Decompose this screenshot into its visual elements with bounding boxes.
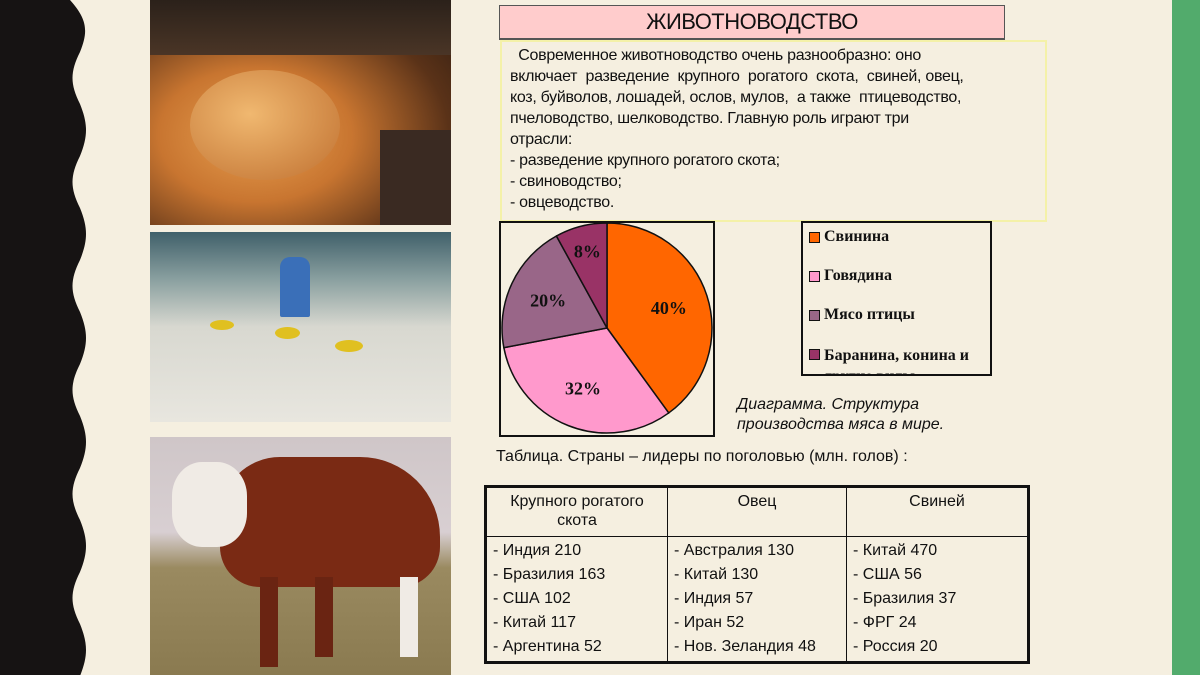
pie-data-label: 32% — [565, 379, 601, 399]
cell-line: - Бразилия 37 — [853, 590, 957, 607]
intro-line: - свиноводство; — [510, 173, 622, 190]
roast-chicken-photo — [150, 0, 451, 225]
cell-line: - Россия 20 — [853, 638, 938, 655]
pie-chart: 40% 32% 20% 8% — [501, 223, 713, 434]
intro-line: - овцеводство. — [510, 194, 615, 211]
green-side-band — [1172, 0, 1200, 675]
pie-data-label: 20% — [530, 290, 566, 310]
cell-line: - Китай 117 — [493, 614, 576, 631]
cell-line: - Аргентина 52 — [493, 638, 602, 655]
livestock-table: Крупного рогатого скота Овец Свиней - Ин… — [484, 485, 1030, 664]
intro-line: - разведение крупного рогатого скота; — [510, 152, 780, 169]
pie-slice — [555, 223, 608, 329]
table-cell: - Индия 210 - Бразилия 163 - США 102 - Кита… — [485, 536, 668, 663]
cell-line: - США 102 — [493, 590, 571, 607]
intro-line: коз, буйволов, лошадей, ослов, мулов, а … — [510, 89, 962, 106]
cell-line: - США 56 — [853, 566, 922, 583]
caption-line: Диаграмма. Структура — [737, 396, 920, 413]
intro-line: включает разведение крупного рогатого ск… — [510, 68, 964, 85]
table-cell: - Китай 470 - США 56 - Бразилия 37 - ФРГ 24… — [846, 536, 1029, 663]
chart-legend: Свинина Говядина Мясо птицы Баранина, ко… — [801, 221, 992, 376]
legend-label: Баранина, конина и другие виды — [824, 347, 970, 374]
legend-swatch — [809, 349, 820, 360]
table-header: Свиней — [846, 486, 1029, 537]
pie-chart-frame: 40% 32% 20% 8% — [499, 221, 715, 437]
legend-item: Мясо птицы — [809, 306, 915, 324]
poultry-farm-photo — [150, 232, 451, 422]
intro-line: пчеловодство, шелководство. Главную роль… — [510, 110, 909, 127]
legend-label: Говядина — [824, 267, 892, 284]
pie-slice — [502, 327, 670, 434]
legend-item: Баранина, конина и другие виды — [809, 345, 989, 374]
table-title: Таблица. Страны – лидеры по поголовью (м… — [496, 448, 908, 465]
cell-line: - Иран 52 — [674, 614, 745, 631]
cell-line: - Китай 470 — [853, 542, 938, 559]
table-header: Овец — [667, 486, 847, 537]
wavy-border-decoration — [0, 0, 86, 675]
pie-slice — [501, 234, 609, 349]
table-cell: - Австралия 130 - Китай 130 - Индия 57 - Ир… — [667, 536, 847, 663]
cell-line: - Индия 210 — [493, 542, 582, 559]
intro-line: Современное животноводство очень разнооб… — [510, 47, 921, 64]
table-header-row: Крупного рогатого скота Овец Свиней — [485, 486, 1029, 537]
intro-text: Современное животноводство очень разнооб… — [500, 40, 1047, 222]
cell-line: - ФРГ 24 — [853, 614, 917, 631]
cell-line: - Бразилия 163 — [493, 566, 606, 583]
legend-item: Говядина — [809, 267, 892, 285]
slide-title: ЖИВОТНОВОДСТВО — [499, 5, 1005, 40]
legend-swatch — [809, 270, 820, 282]
legend-item: Свинина — [809, 228, 889, 246]
table-row: - Индия 210 - Бразилия 163 - США 102 - Кита… — [485, 536, 1029, 663]
pie-data-label: 8% — [574, 242, 601, 262]
pie-slice — [606, 223, 713, 414]
legend-swatch — [809, 309, 820, 321]
chart-caption: Диаграмма. Структура производства мяса в… — [737, 395, 944, 435]
legend-label: Мясо птицы — [824, 306, 915, 323]
caption-line: производства мяса в мире. — [737, 416, 945, 433]
legend-label: Свинина — [824, 228, 890, 245]
pie-data-label: 40% — [651, 298, 687, 318]
legend-swatch — [809, 231, 820, 243]
cell-line: - Индия 57 — [674, 590, 754, 607]
cell-line: - Австралия 130 — [674, 542, 794, 559]
bull-photo — [150, 437, 451, 675]
intro-line: отрасли: — [510, 131, 572, 148]
cell-line: - Китай 130 — [674, 566, 759, 583]
cell-line: - Нов. Зеландия 48 — [674, 638, 816, 655]
table-header: Крупного рогатого скота — [485, 486, 668, 537]
